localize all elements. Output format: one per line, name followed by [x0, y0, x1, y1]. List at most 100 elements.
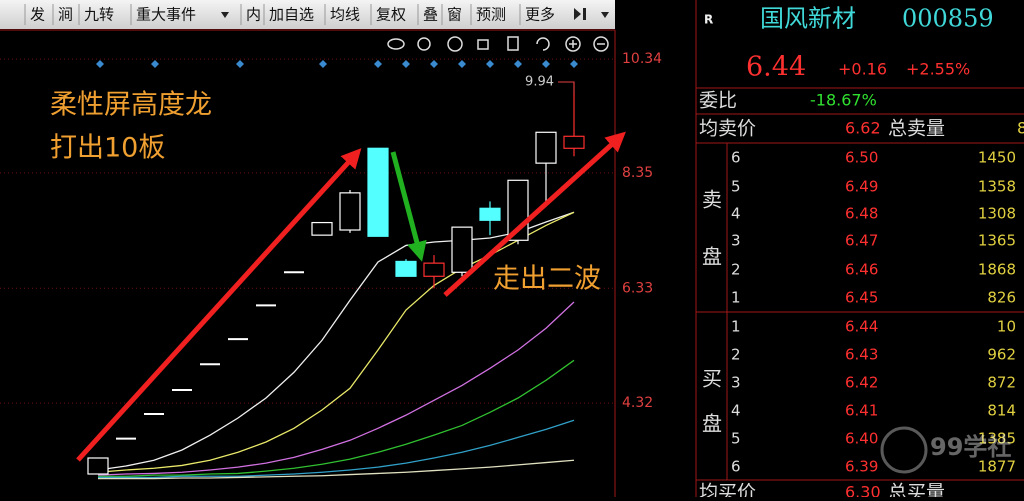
moving-average	[97, 301, 575, 476]
stock-code: 000859	[902, 5, 994, 33]
watermark: 99学社	[930, 433, 1011, 461]
level-volume: 962	[987, 346, 1016, 364]
arrows	[76, 131, 626, 462]
level-price: 6.45	[845, 289, 878, 307]
level-price: 6.40	[845, 430, 878, 448]
level: 3	[731, 374, 741, 392]
toolbar-item: 窗	[447, 6, 462, 24]
moving-average	[98, 359, 575, 477]
level: 4	[731, 402, 741, 420]
level-volume: 814	[987, 402, 1016, 420]
side-label: 卖	[702, 188, 722, 212]
annotation: 走出二波	[493, 264, 601, 295]
label: 均卖价	[699, 118, 756, 140]
level-volume: 1450	[978, 149, 1016, 167]
change: +0.16	[838, 60, 887, 79]
toolbar-item: 发	[30, 6, 45, 24]
side-label: 买	[702, 367, 722, 391]
candle-body	[311, 221, 333, 236]
toolbar-item: 叠	[423, 6, 438, 24]
avg-buy: 6.30	[845, 483, 881, 498]
chart-tools	[387, 36, 609, 52]
candle-body	[535, 131, 557, 164]
annotation: 打出10板	[50, 133, 165, 164]
level: 6	[731, 149, 741, 167]
level-volume: 1365	[978, 232, 1016, 250]
avg-sell: 6.62	[845, 119, 881, 138]
y-tick-label: 10.34	[622, 51, 662, 67]
toolbar-item: 更多	[525, 6, 555, 24]
high-label: 9.94	[525, 75, 554, 90]
level-price: 6.48	[845, 205, 878, 223]
moving-average	[98, 459, 575, 480]
level-price: 6.46	[845, 261, 878, 279]
total-sell: 8	[1017, 119, 1024, 138]
toolbar-item: 复权	[376, 6, 406, 24]
toolbar-item: 均线	[330, 6, 360, 24]
candle-body	[451, 226, 473, 273]
level: 1	[731, 289, 741, 307]
level-volume: 1868	[978, 261, 1016, 279]
candle-body	[563, 135, 585, 149]
ratio: -18.67%	[810, 91, 877, 110]
level: 2	[731, 261, 741, 279]
level-volume: 1385	[978, 430, 1016, 448]
candle-body	[479, 207, 501, 221]
label: 均买价	[699, 482, 756, 498]
candle-body	[87, 457, 109, 475]
level-price: 6.49	[845, 178, 878, 196]
candle-body	[339, 192, 361, 231]
toolbar-item: 加自选	[269, 6, 314, 24]
level: 5	[731, 178, 741, 196]
candle-body	[395, 260, 417, 277]
change-pct: +2.55%	[906, 60, 970, 79]
level-volume: 1877	[978, 458, 1016, 476]
level-volume: 872	[987, 374, 1016, 392]
level-volume: 10	[997, 318, 1016, 336]
toolbar-item: 重大事件	[136, 6, 196, 24]
flag: R	[704, 13, 713, 27]
level: 1	[731, 318, 741, 336]
level-price: 6.50	[845, 149, 878, 167]
moving-average	[97, 211, 575, 471]
y-tick-label: 8.35	[622, 165, 653, 181]
level-price: 6.39	[845, 458, 878, 476]
toolbar: 发涧九转 重大事件 内加自选 均线 复权叠窗预测 更多	[0, 0, 615, 29]
candle-body	[423, 262, 445, 277]
level-price: 6.44	[845, 318, 878, 336]
level-price: 6.42	[845, 374, 878, 392]
toolbar-item: 内	[246, 6, 261, 24]
label: 总买量	[888, 482, 945, 498]
level-volume: 1358	[978, 178, 1016, 196]
quote-panel: R 国风新材 000859 6.44 +0.16 +2.55% 委比 -18.6…	[699, 5, 1024, 501]
level-price: 6.41	[845, 402, 878, 420]
moving-average	[98, 419, 575, 479]
level: 6	[731, 458, 741, 476]
annotation: 柔性屏高度龙	[50, 90, 212, 121]
level-price: 6.47	[845, 232, 878, 250]
level-price: 6.43	[845, 346, 878, 364]
watermark-logo	[880, 426, 928, 474]
label: 委比	[699, 90, 737, 112]
chart: 4.32 6.33 8.35 10.34 9.94	[0, 51, 662, 480]
candle-body	[367, 147, 389, 237]
label: 总卖量	[888, 118, 945, 140]
toolbar-item: 预测	[476, 6, 506, 24]
side-label: 盘	[702, 412, 722, 436]
leader	[558, 81, 575, 94]
level: 2	[731, 346, 741, 364]
level-volume: 826	[987, 289, 1016, 307]
price: 6.44	[746, 52, 806, 83]
y-tick-label: 6.33	[622, 280, 653, 296]
level: 4	[731, 205, 741, 223]
y-tick-label: 4.32	[622, 395, 653, 411]
toolbar-item: 九转	[84, 6, 114, 24]
annotations: 柔性屏高度龙 打出10板 走出二波	[50, 90, 601, 295]
side-label: 盘	[702, 245, 722, 269]
level: 3	[731, 232, 741, 250]
level: 5	[731, 430, 741, 448]
